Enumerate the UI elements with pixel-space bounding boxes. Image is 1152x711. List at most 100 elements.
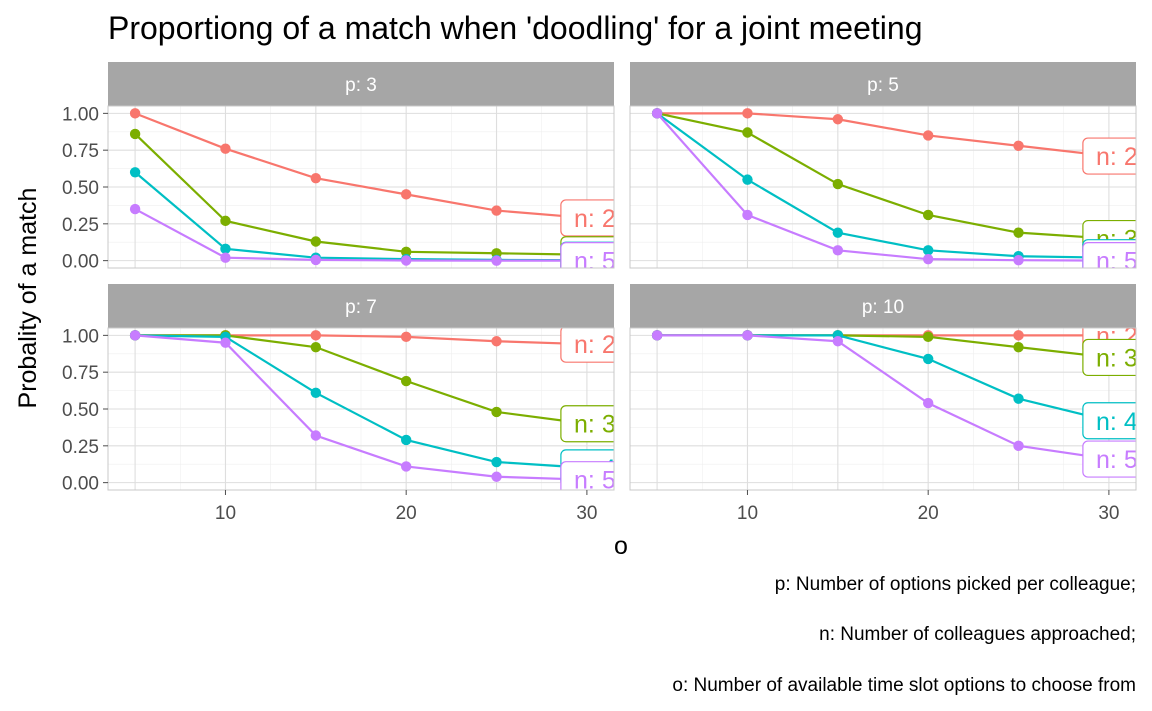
series-end-label: n: 3 [560,405,614,443]
data-point [922,331,934,343]
svg-text:n: 2: n: 2 [574,205,616,233]
x-tick-label: 20 [918,503,939,524]
data-point [129,167,141,178]
series-end-label: n: 4 [1082,402,1138,440]
y-tick-label: 0.50 [62,178,99,199]
caption-n: n: Number of colleagues approached; [819,624,1136,645]
data-point [922,245,934,256]
facet-panel: p: 10n: 2n: 3n: 4n: 510 20 30 [629,284,1138,524]
panel-data: n: 2n: 3n: 4n: 5 [129,108,616,268]
data-point [491,406,502,418]
data-point [310,430,322,441]
x-tick-label: 20 [396,503,417,524]
facet-strip [108,284,614,328]
data-point [400,375,412,387]
data-point [1013,440,1024,452]
data-point [220,143,231,154]
facet-strip-label: p: 7 [345,297,377,318]
data-point [129,330,141,341]
data-point [742,174,753,185]
data-point [651,108,663,119]
facet-panel: p: 5 n: 2n: 3n: 4n: 5 [629,62,1138,276]
y-tick-label: 1.00 [62,104,99,125]
facet-panel: p: 3 n: 2n: 3n: 4n: 5 0.00 0.25 0.50 0.75 1.00 [62,62,616,273]
data-point [310,236,322,247]
data-point [491,255,502,266]
panel-grid [108,106,614,268]
series-end-label: n: 2 [560,199,616,237]
facet-strip [630,284,1136,328]
data-point [832,227,844,238]
data-point [491,471,502,482]
data-point [400,246,412,257]
data-point [651,330,663,341]
panel-grid [108,328,614,490]
x-tick-label: 30 [1098,503,1119,524]
data-point [922,209,934,221]
data-point [220,215,231,227]
data-point [400,331,412,343]
panel-data: n: 2n: 3n: 4n: 5 [651,108,1138,276]
data-point [832,114,844,125]
series-line [135,334,588,425]
data-point [129,108,141,119]
svg-text:n: 3: n: 3 [1096,344,1138,372]
series-line [134,112,587,220]
series-end-label: n: 5 [560,242,614,268]
data-point [742,127,753,138]
y-tick-label: 1.00 [62,326,99,347]
facet-strip-label: p: 5 [867,75,899,96]
data-point [1013,393,1024,404]
data-point [491,456,502,468]
series-end-label: n: 3 [1082,338,1138,377]
data-point [1013,227,1024,238]
data-point [400,434,412,446]
data-point [310,387,322,398]
facet-strip [108,62,614,106]
y-tick-label: 0.00 [62,474,99,495]
series-line [656,112,1109,262]
panel-grid [630,106,1136,268]
caption-p: p: Number of options picked per colleagu… [775,574,1136,595]
data-point [922,130,934,141]
series-end-label: n: 5 [560,461,616,495]
data-point [1013,341,1024,353]
panel-data: n: 2n: 3n: 4n: 5 [651,328,1138,478]
data-point [310,341,322,353]
series-end-label: n: 5 [1082,440,1136,478]
data-point [220,252,231,263]
facet-panels: p: 3n: 2n: 3n: 4n: 50.000.250.500.751.00… [62,62,1138,524]
data-point [742,330,753,341]
x-tick-label: 30 [576,503,597,524]
data-point [832,336,844,347]
svg-text:n: 5: n: 5 [574,467,616,495]
y-axis-title: Probality of a match [14,188,42,409]
svg-text:n: 5: n: 5 [1096,248,1138,276]
series-line [134,208,587,262]
data-point [310,254,322,266]
x-tick-label: 10 [215,503,236,524]
data-point [491,336,502,347]
data-point [1013,254,1024,266]
x-tick-label: 10 [737,503,758,524]
y-tick-label: 0.75 [62,141,99,162]
svg-text:n: 4: n: 4 [1096,408,1138,436]
facet-strip [630,62,1136,106]
data-point [129,203,141,215]
series-end-label: n: 5 [1082,242,1138,276]
data-point [922,353,934,365]
data-point [400,461,412,472]
series-line [135,334,587,481]
data-point [742,108,753,119]
y-tick-label: 0.00 [62,252,99,273]
series-line [656,112,1109,240]
y-tick-label: 0.75 [62,363,99,384]
facet-strip-label: p: 10 [862,297,904,318]
series-end-label: n: 2 [1082,137,1136,175]
series-line [657,334,1110,461]
series-line [135,334,587,470]
data-point [129,128,141,140]
chart-title: Proportiong of a match when 'doodling' f… [108,10,922,46]
data-point [922,397,934,409]
